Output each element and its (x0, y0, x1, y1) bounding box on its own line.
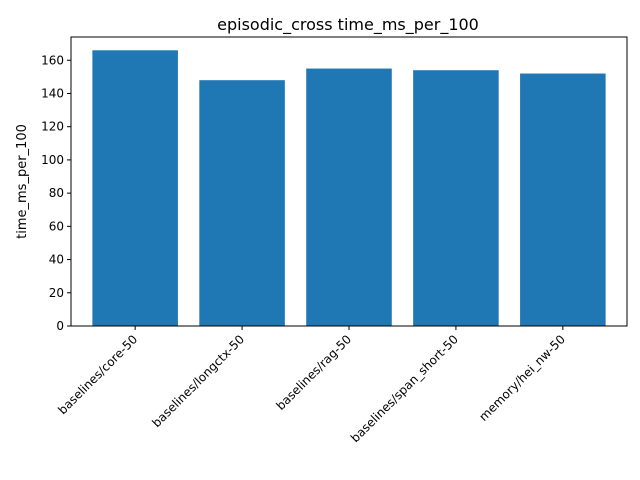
y-tick-label-0: 0 (56, 319, 64, 333)
y-tick-label-4: 80 (49, 186, 64, 200)
bar-2 (306, 68, 392, 327)
x-tick-label-3: baselines/span_short-50 (348, 332, 461, 445)
y-tick-label-7: 140 (41, 86, 64, 100)
y-tick-label-2: 40 (49, 253, 64, 267)
plot-frame (70, 36, 628, 327)
bar-4 (520, 73, 606, 327)
x-tick-label-2: baselines/rag-50 (273, 332, 354, 413)
bar-3 (413, 70, 499, 327)
x-axis: baselines/core-50 baselines/longctx-50 bas… (55, 326, 568, 445)
bar-0 (92, 50, 178, 327)
y-tick-label-6: 120 (41, 120, 64, 134)
chart-title: episodic_cross time_ms_per_100 (217, 15, 479, 35)
y-tick-label-3: 60 (49, 219, 64, 233)
y-tick-label-8: 160 (41, 53, 64, 67)
y-axis-label: time_ms_per_100 (15, 124, 30, 239)
bar-1 (199, 80, 285, 327)
y-tick-label-5: 100 (41, 153, 64, 167)
x-tick-label-0: baselines/core-50 (55, 332, 140, 417)
x-tick-label-4: memory/hei_nw-50 (476, 332, 568, 424)
x-tick-label-1: baselines/longctx-50 (149, 332, 247, 430)
y-tick-label-1: 20 (49, 286, 64, 300)
bars-group (92, 50, 606, 327)
y-axis: 0 20 40 60 80 100 120 140 160 (41, 53, 71, 333)
